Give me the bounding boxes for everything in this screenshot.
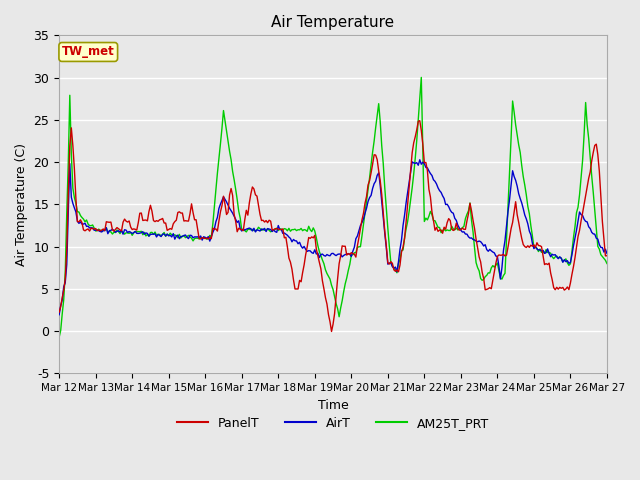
AM25T_PRT [367,162,375,168]
AirT [416,157,424,163]
AirT [603,251,611,256]
Y-axis label: Air Temperature (C): Air Temperature (C) [15,143,28,266]
AirT [367,192,375,198]
AirT [397,237,405,243]
X-axis label: Time: Time [317,398,348,412]
AM25T_PRT [397,248,405,253]
AM25T_PRT [538,250,545,255]
PanelT [603,253,611,259]
AM25T_PRT [385,244,393,250]
AM25T_PRT [603,261,611,266]
PanelT [539,253,547,259]
PanelT [55,309,63,315]
PanelT [328,329,335,335]
AM25T_PRT [417,74,425,80]
AM25T_PRT [55,335,63,340]
AM25T_PRT [157,233,165,239]
Line: PanelT: PanelT [59,120,607,332]
Line: AM25T_PRT: AM25T_PRT [59,77,607,337]
PanelT [387,259,395,264]
Legend: PanelT, AirT, AM25T_PRT: PanelT, AirT, AM25T_PRT [172,412,494,435]
PanelT [70,166,78,171]
AirT [157,234,165,240]
AirT [70,205,78,211]
PanelT [416,118,424,123]
AirT [385,260,393,266]
AirT [538,248,545,254]
Line: AirT: AirT [59,160,607,315]
AirT [55,312,63,318]
Title: Air Temperature: Air Temperature [271,15,395,30]
PanelT [369,161,376,167]
PanelT [399,244,407,250]
AM25T_PRT [70,195,78,201]
Text: TW_met: TW_met [62,46,115,59]
PanelT [157,216,165,222]
